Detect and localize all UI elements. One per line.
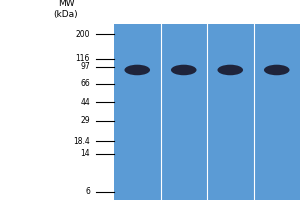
Bar xyxy=(114,24,300,200)
Text: 14: 14 xyxy=(80,149,90,158)
Text: MW
(kDa): MW (kDa) xyxy=(54,0,78,19)
Ellipse shape xyxy=(171,65,196,75)
Text: 116: 116 xyxy=(76,54,90,63)
Text: 66: 66 xyxy=(80,79,90,88)
Ellipse shape xyxy=(264,65,290,75)
Ellipse shape xyxy=(218,65,243,75)
Text: 44: 44 xyxy=(80,98,90,107)
Ellipse shape xyxy=(124,65,150,75)
Text: 6: 6 xyxy=(85,187,90,196)
Text: 29: 29 xyxy=(80,116,90,125)
Text: 97: 97 xyxy=(80,62,90,71)
Text: 200: 200 xyxy=(76,30,90,39)
Text: 18.4: 18.4 xyxy=(73,137,90,146)
